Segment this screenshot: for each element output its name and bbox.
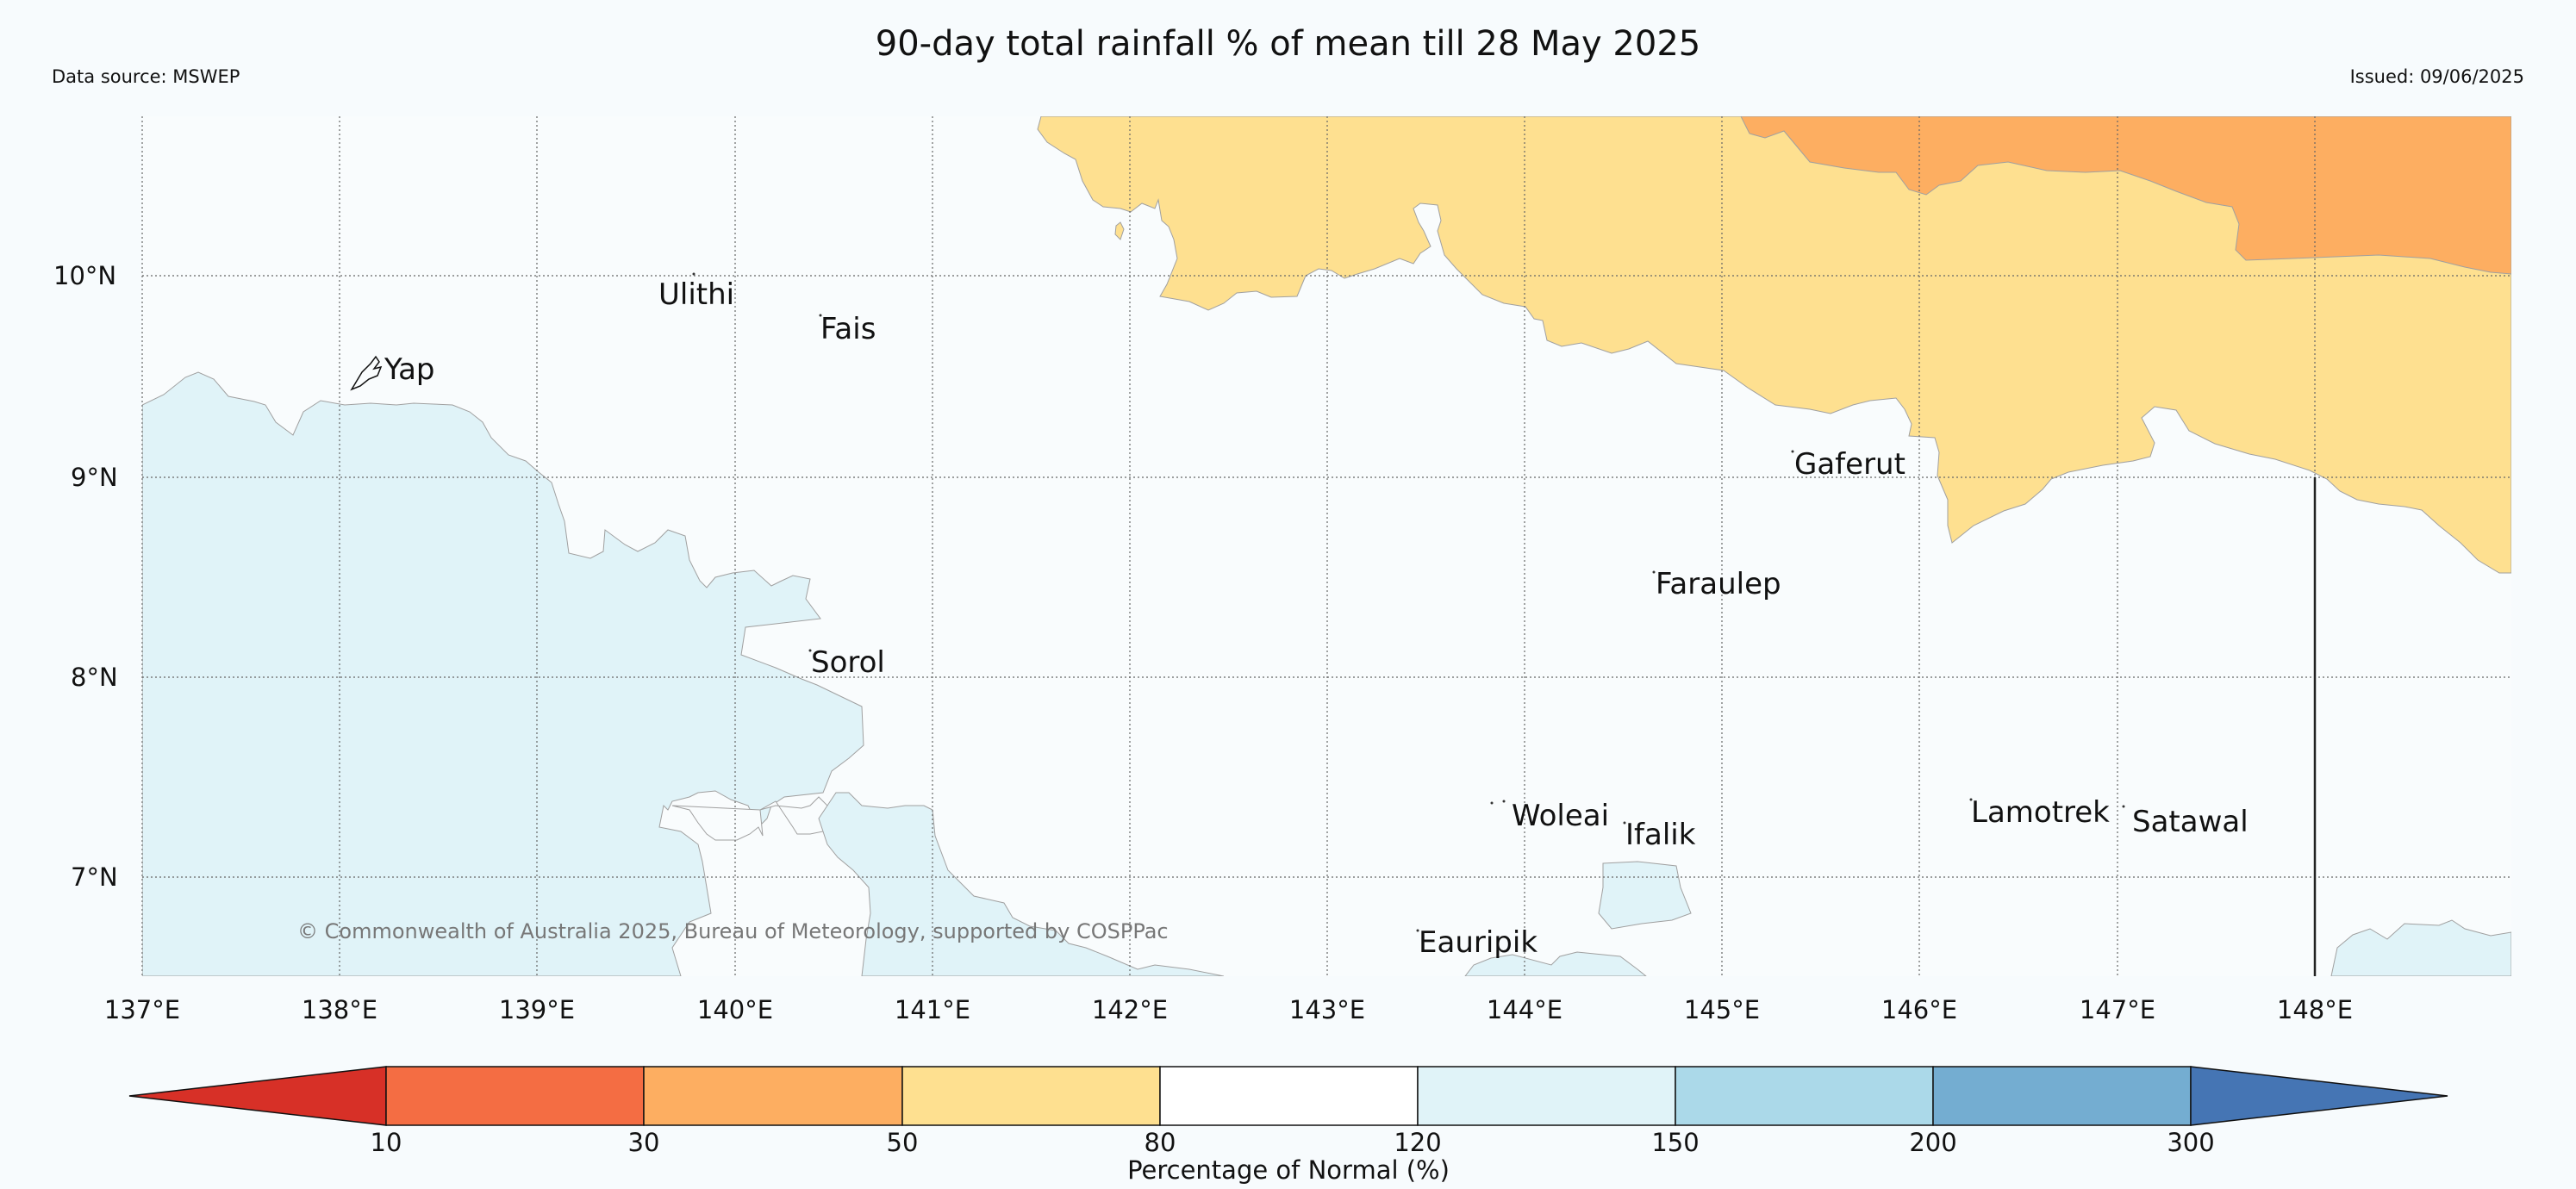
island-markers: [692, 272, 2125, 932]
lon-label-146e: 146°E: [1881, 995, 1957, 1024]
gridlines: [141, 116, 2511, 976]
lon-label-137e: 137°E: [104, 995, 180, 1024]
colorbar-tick-50: 50: [887, 1128, 919, 1157]
colorbar-200-300: [1932, 1066, 2192, 1126]
lon-label-148e: 148°E: [2277, 995, 2353, 1024]
map-title: 90-day total rainfall % of mean till 28 …: [875, 24, 1701, 64]
place-label-lamotrek: Lamotrek: [1971, 795, 2110, 830]
place-label-gaferut: Gaferut: [1794, 447, 1905, 482]
lon-label-140e: 140°E: [697, 995, 773, 1024]
colorbar-50-80: [901, 1066, 1161, 1126]
rainfall-regions: [142, 116, 2511, 976]
region-120-150-south-east: [1464, 951, 1647, 976]
region-50-80: [1037, 116, 2511, 574]
colorbar-above-300: [2190, 1066, 2448, 1126]
lon-label-138e: 138°E: [302, 995, 377, 1024]
region-120-150-south: [818, 792, 1225, 976]
colorbar-tick-10: 10: [371, 1128, 402, 1157]
place-label-satawal: Satawal: [2132, 805, 2249, 839]
colorbar-30-50: [643, 1066, 903, 1126]
lat-label-10n: 10°N: [53, 261, 116, 290]
lon-label-145e: 145°E: [1684, 995, 1760, 1024]
colorbar-title: Percentage of Normal (%): [1127, 1155, 1450, 1185]
issued-date-label: Issued: 09/06/2025: [2349, 66, 2524, 87]
lon-label-147e: 147°E: [2080, 995, 2155, 1024]
region-120-150-west: [142, 371, 864, 976]
yap-island-icon: [350, 355, 383, 391]
colorbar-tick-30: 30: [628, 1128, 660, 1157]
place-label-fais: Fais: [820, 312, 876, 346]
lat-label-7n: 7°N: [71, 862, 118, 892]
place-label-yap: Yap: [384, 352, 435, 387]
colorbar-tick-80: 80: [1145, 1128, 1176, 1157]
place-label-ifalik: Ifalik: [1625, 818, 1696, 852]
colorbar-10-30: [385, 1066, 645, 1126]
copyright-notice: © Commonwealth of Australia 2025, Bureau…: [297, 919, 1169, 943]
colorbar: [128, 1066, 2448, 1126]
colorbar-tick-200: 200: [1909, 1128, 1956, 1157]
colorbar-below-10: [128, 1066, 387, 1126]
place-label-ulithi: Ulithi: [658, 277, 734, 312]
lat-label-9n: 9°N: [71, 463, 118, 492]
lon-label-142e: 142°E: [1092, 995, 1168, 1024]
lon-label-139e: 139°E: [499, 995, 575, 1024]
region-120-150-southeast-corner: [2330, 919, 2511, 976]
data-source-label: Data source: MSWEP: [52, 66, 240, 87]
colorbar-80-120: [1159, 1066, 1419, 1126]
region-30-50: [1740, 116, 2511, 275]
colorbar-tick-150: 150: [1651, 1128, 1699, 1157]
region-120-150-ifalik: [1598, 861, 1692, 930]
lat-label-8n: 8°N: [71, 663, 118, 692]
colorbar-tick-120: 120: [1394, 1128, 1441, 1157]
region-80-120-enclave: [671, 796, 828, 841]
colorbar-120-150: [1417, 1066, 1676, 1126]
place-label-sorol: Sorol: [811, 645, 885, 680]
region-50-80-islet: [1114, 221, 1125, 240]
place-label-eauripik: Eauripik: [1419, 925, 1537, 960]
lon-label-144e: 144°E: [1487, 995, 1562, 1024]
colorbar-150-200: [1675, 1066, 1934, 1126]
lon-label-143e: 143°E: [1289, 995, 1365, 1024]
place-label-faraulep: Faraulep: [1656, 567, 1781, 601]
place-label-woleai: Woleai: [1512, 799, 1609, 833]
colorbar-tick-300: 300: [2167, 1128, 2214, 1157]
lon-label-141e: 141°E: [895, 995, 970, 1024]
